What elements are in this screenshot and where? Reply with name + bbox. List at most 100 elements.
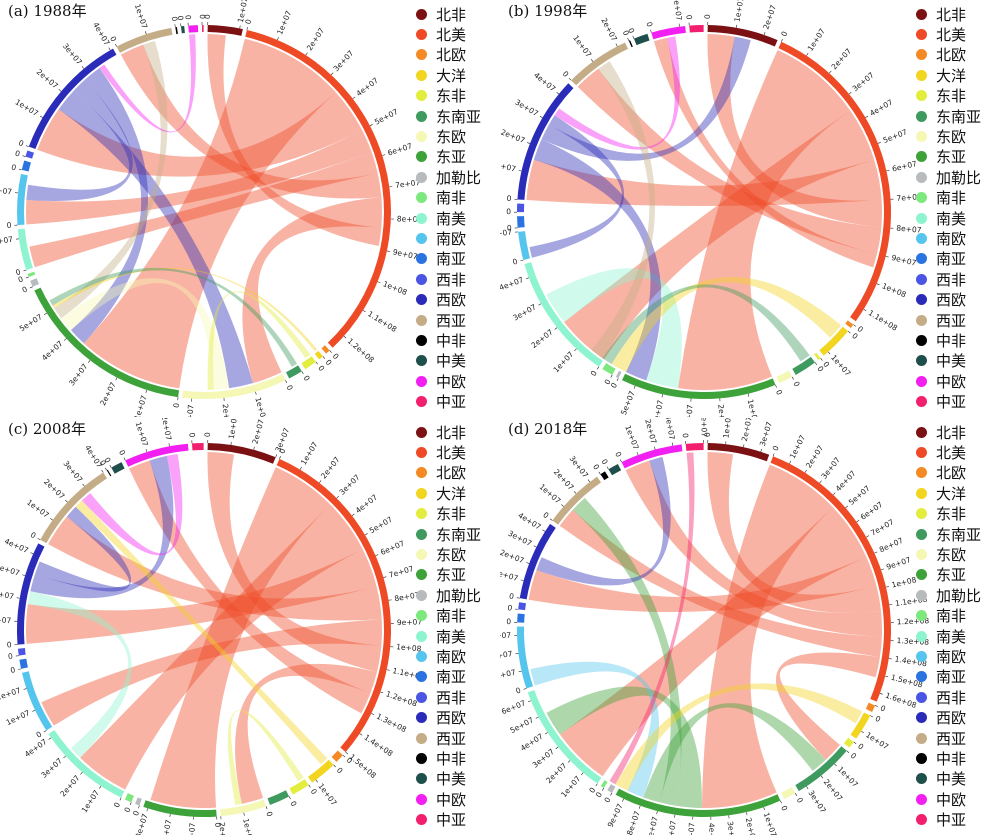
legend-item: 加勒比	[416, 585, 500, 605]
legend-swatch	[416, 314, 427, 326]
tick-label: 1e+07	[5, 708, 32, 727]
tick-label: 0	[9, 665, 16, 675]
sector-arc	[21, 671, 53, 731]
tick-label: 3e+07	[185, 404, 196, 417]
legend-item: 东欧	[916, 126, 1000, 146]
legend-label: 南美	[936, 627, 967, 646]
legend-item: 中美	[916, 351, 1000, 371]
legend-label: 大洋	[436, 484, 467, 503]
chord-ribbon	[29, 152, 378, 268]
legend-swatch	[916, 752, 927, 764]
sector-arc	[622, 373, 776, 399]
legend-item: 中亚	[416, 391, 500, 411]
tick-label: 0	[703, 432, 712, 437]
legend-swatch	[416, 212, 427, 224]
tick-label: 2e+07	[529, 327, 555, 350]
tick-mark	[879, 693, 883, 695]
tick-label: 0	[589, 369, 599, 378]
tick-mark	[656, 811, 658, 815]
tick-mark	[795, 793, 798, 796]
tick-label: 1e+07	[762, 811, 779, 835]
tick-mark	[814, 362, 818, 366]
tick-mark	[32, 709, 36, 712]
legend-swatch	[416, 29, 427, 41]
tick-label: 5e+07	[509, 715, 536, 735]
tick-mark	[832, 492, 836, 496]
tick-label: 0	[316, 364, 326, 373]
legend-swatch	[916, 691, 927, 703]
tick-label: 3e+07	[684, 404, 695, 417]
tick-mark	[863, 309, 867, 312]
tick-mark	[791, 376, 794, 380]
tick-mark	[104, 467, 107, 471]
sector-arc	[17, 173, 28, 226]
tick-mark	[342, 754, 346, 758]
sector-arc	[776, 370, 793, 384]
legend-swatch	[416, 528, 427, 540]
chord-panel-b: 0 1e+07 2e+07 0 1e+07 2e+07 3e+07 4e+07 5e+07 6e+…	[500, 0, 1000, 417]
tick-label: 0	[779, 30, 789, 38]
legend-item: 加勒比	[416, 167, 500, 187]
tick-mark	[595, 783, 598, 787]
tick-label: 8e+07	[896, 224, 922, 235]
legend-swatch	[416, 814, 427, 826]
chord-ribbon	[602, 284, 810, 365]
chart-title: (a) 1988年	[8, 2, 87, 20]
legend-label: 中亚	[936, 393, 967, 412]
tick-mark	[329, 350, 332, 353]
tick-mark	[885, 256, 889, 258]
legend-label: 南亚	[936, 668, 967, 687]
legend-swatch	[916, 131, 927, 143]
tick-label: 1e+07	[559, 774, 582, 799]
chord-ribbon	[564, 110, 875, 360]
tick-mark	[861, 730, 864, 734]
tick-label: 2e+07	[58, 773, 81, 798]
tick-mark	[168, 443, 170, 447]
legend-swatch	[416, 610, 427, 622]
legend-swatch	[916, 793, 927, 805]
tick-mark	[539, 115, 543, 118]
tick-label: 3e+07	[664, 418, 677, 441]
tick-mark	[138, 805, 140, 809]
legend-item: 中非	[416, 748, 500, 768]
legend-item: 东南亚	[916, 106, 1000, 126]
tick-label: 2e+07	[643, 418, 658, 445]
tick-mark	[549, 518, 553, 521]
legend-swatch	[916, 273, 927, 285]
tick-label: 3e+07	[332, 48, 356, 73]
sector-arc	[17, 648, 26, 656]
legend-swatch	[916, 671, 927, 683]
legend-item: 东亚	[416, 147, 500, 167]
tick-label: 1e+07	[80, 788, 102, 814]
sector-arc	[517, 83, 574, 200]
tick-label: 1e+07	[316, 782, 338, 808]
legend-item: 东欧	[916, 544, 1000, 564]
tick-mark	[533, 545, 537, 548]
tick-label: 1e+07	[253, 396, 269, 417]
legend-label: 东南亚	[436, 525, 482, 544]
sector-arc	[135, 797, 142, 806]
tick-label: 2e+07	[804, 443, 825, 469]
tick-mark	[371, 713, 375, 716]
legend-item: 北非	[916, 4, 1000, 24]
sector-arc	[517, 203, 525, 213]
legend-swatch	[916, 508, 927, 520]
legend-label: 西亚	[436, 729, 467, 748]
sector-arc	[27, 271, 36, 278]
tick-label: 1.3e+08	[896, 636, 929, 647]
tick-label: 0	[594, 790, 604, 799]
tick-label: 2e+07	[221, 403, 233, 417]
sector-arc	[552, 476, 602, 525]
legend-label: 北欧	[436, 464, 467, 483]
legend-label: 中欧	[936, 372, 967, 391]
tick-mark	[874, 551, 878, 554]
sector-arc	[48, 730, 125, 798]
tick-label: 3e+07	[61, 459, 84, 484]
legend-label: 大洋	[436, 66, 467, 85]
chord-ribbon	[35, 506, 132, 592]
tick-label: 2e+07	[0, 686, 22, 703]
legend-item: 北非	[416, 422, 500, 442]
tick-mark	[747, 393, 750, 397]
tick-mark	[37, 538, 41, 540]
tick-label: 5e+07	[18, 312, 44, 333]
